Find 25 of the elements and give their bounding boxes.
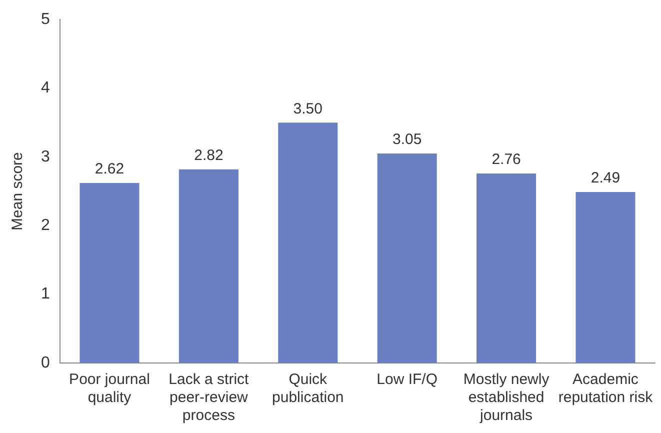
data-label: 3.50 bbox=[293, 100, 322, 118]
data-label: 2.49 bbox=[590, 170, 620, 187]
data-label: 2.76 bbox=[492, 151, 521, 168]
x-tick-label: Quick publication bbox=[272, 371, 344, 406]
data-label: 2.62 bbox=[94, 160, 124, 178]
y-tick-label: 5 bbox=[40, 11, 50, 28]
x-tick-label: Low IF/Q bbox=[376, 371, 438, 388]
y-tick-label: 4 bbox=[40, 80, 50, 97]
x-tick-label: Poor journal quality bbox=[69, 371, 150, 406]
x-tick-label: Academic reputation risk bbox=[558, 371, 654, 406]
y-tick-label: 0 bbox=[40, 354, 50, 372]
y-axis-title: Mean score bbox=[9, 152, 26, 230]
bar bbox=[576, 192, 636, 363]
bar bbox=[278, 122, 338, 363]
y-tick-label: 1 bbox=[40, 286, 50, 303]
data-label: 3.05 bbox=[392, 131, 422, 148]
bar bbox=[80, 183, 140, 363]
bar bbox=[377, 154, 437, 363]
y-tick-label: 2 bbox=[40, 217, 50, 234]
x-tick-label: Mostly newly established journals bbox=[463, 371, 550, 424]
data-label: 2.82 bbox=[194, 146, 224, 164]
y-tick-label: 3 bbox=[40, 148, 50, 166]
bar bbox=[476, 173, 536, 363]
x-tick-label: Lack a strict peer-review process bbox=[168, 371, 250, 424]
bar bbox=[178, 169, 238, 363]
